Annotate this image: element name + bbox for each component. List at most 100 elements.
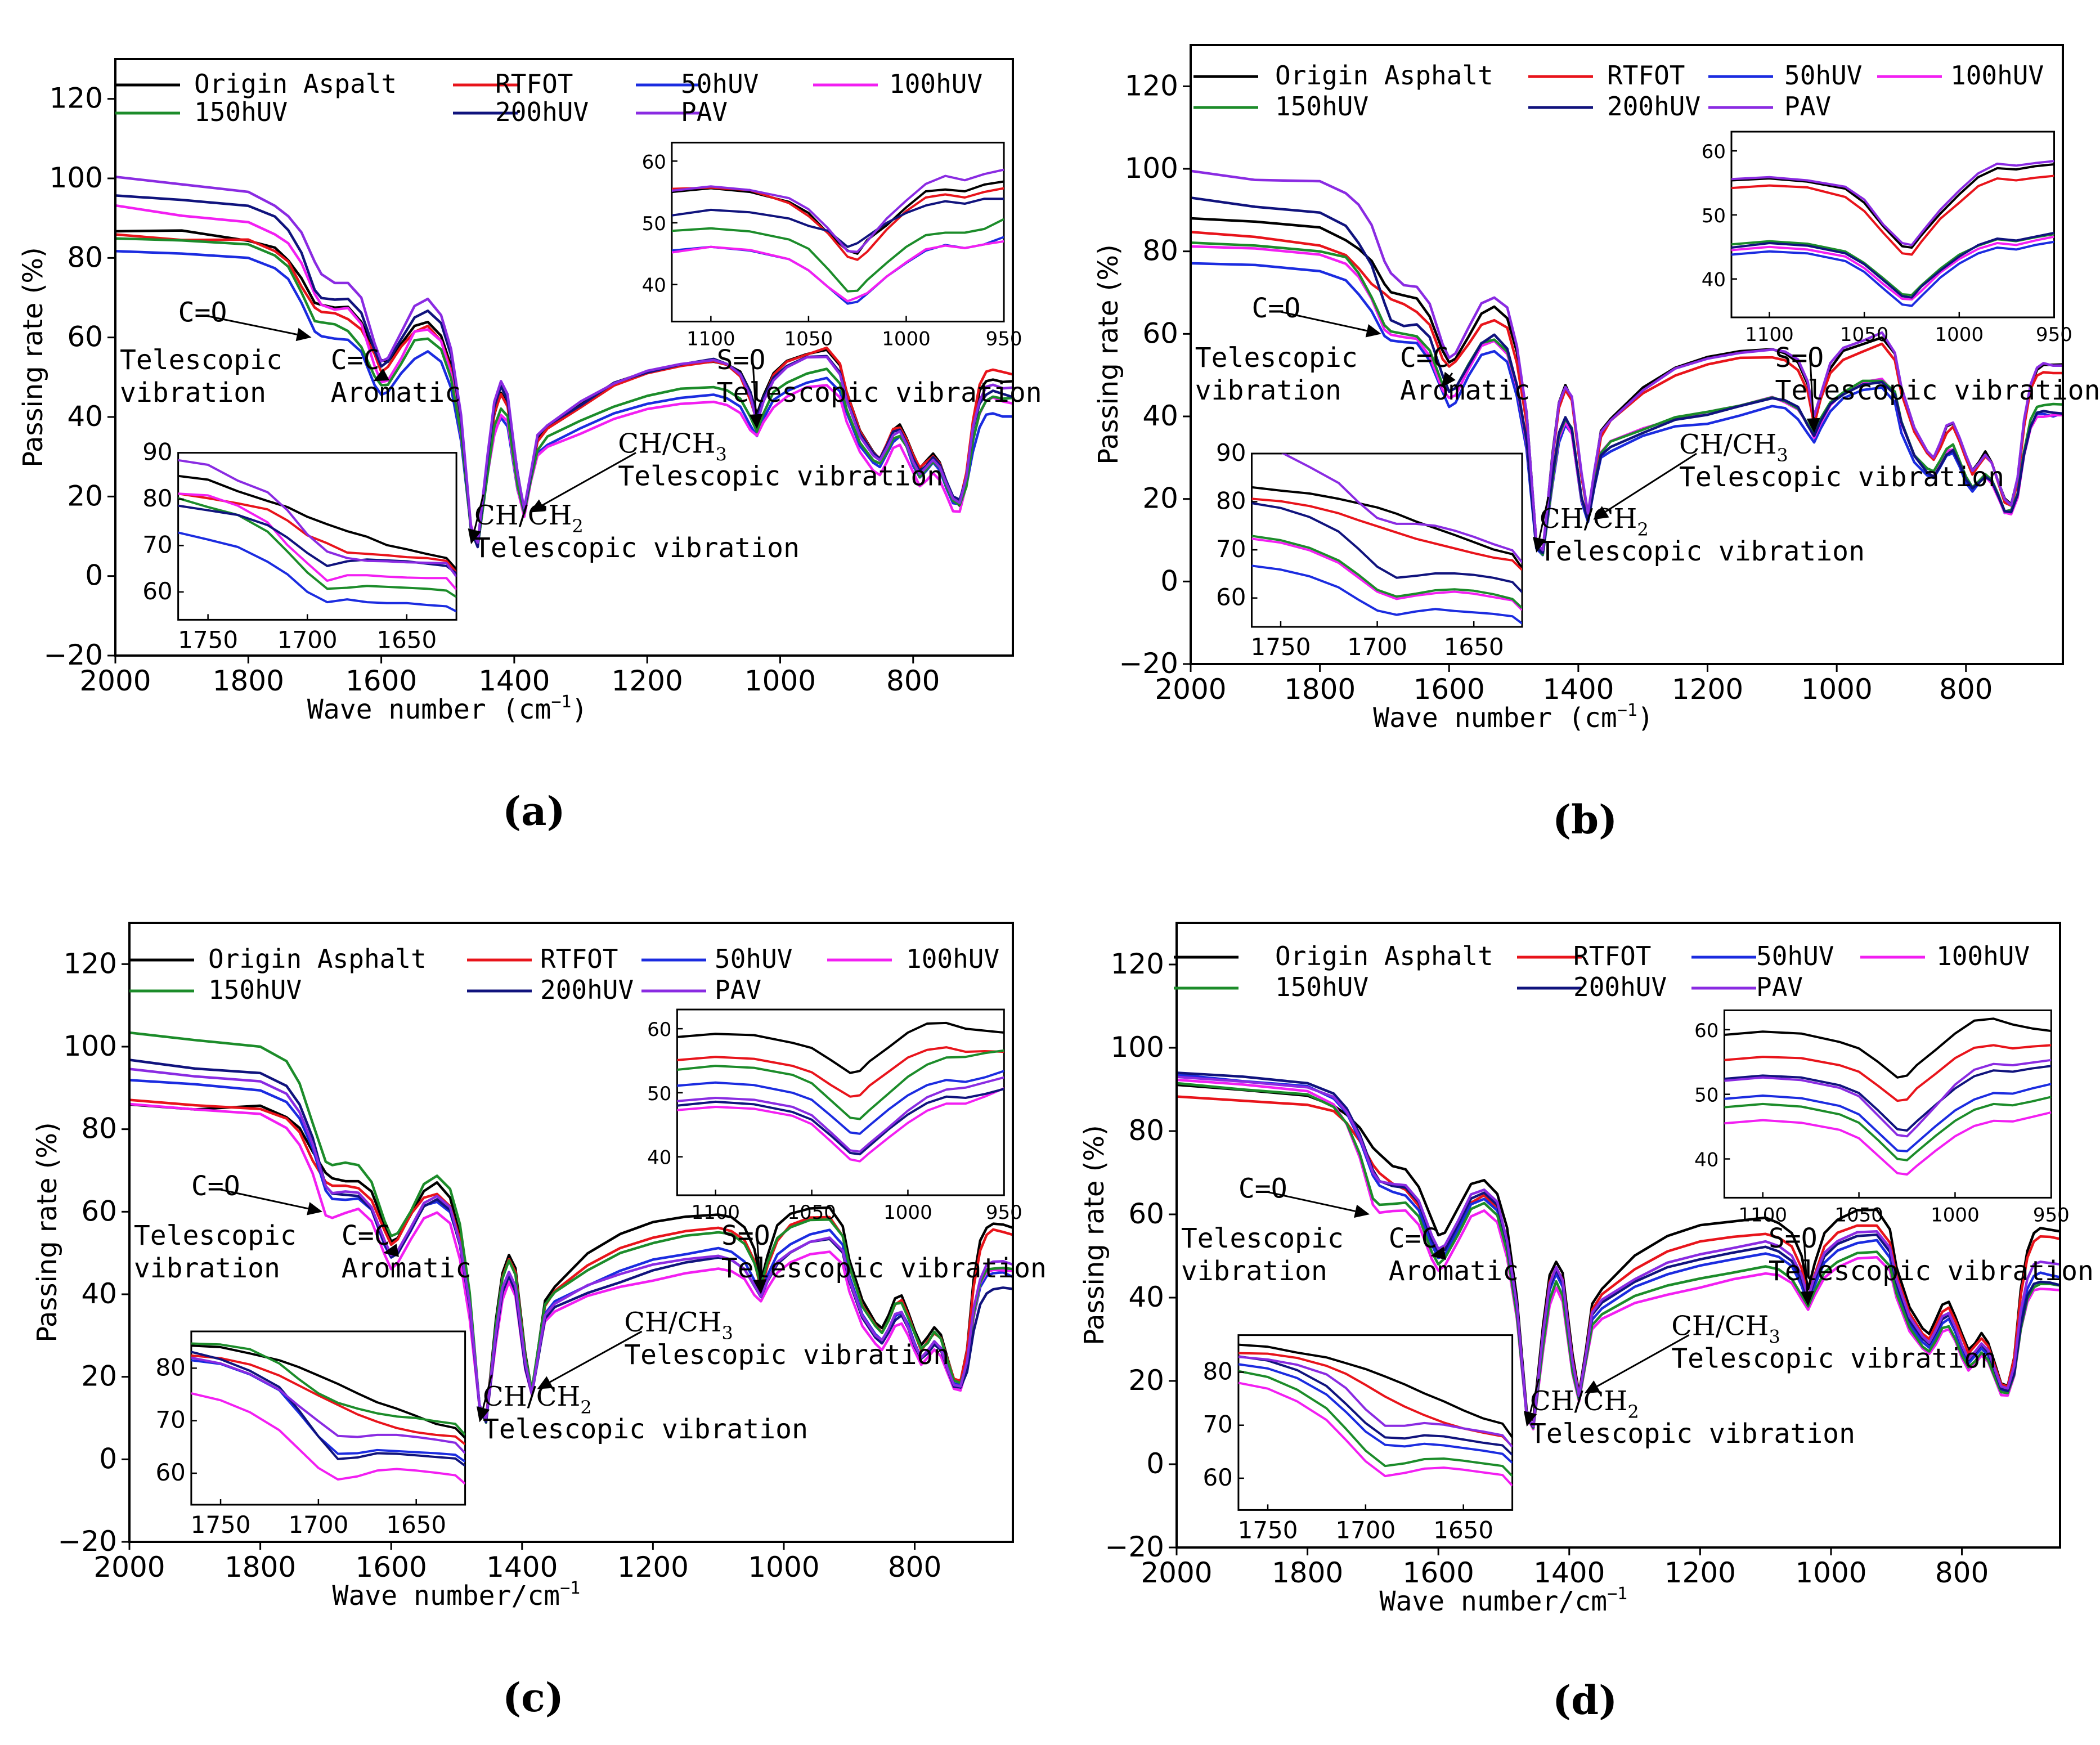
legend-entry: PAV xyxy=(715,975,761,1005)
annotation-arrowhead xyxy=(1441,371,1456,388)
x-tick-label: 1600 xyxy=(1414,673,1485,706)
annotation-text: Telescopic vibration xyxy=(483,1414,808,1445)
inset-top-line-200huv xyxy=(671,198,1004,248)
inset-bottom-line-origin-aspalt xyxy=(178,474,457,570)
inset-top-line-origin-asphalt xyxy=(1724,1017,2052,1079)
inset-bottom-line-pav xyxy=(178,459,457,577)
inset-bottom-y-tick-label: 80 xyxy=(1216,487,1246,515)
annotation-arrowhead xyxy=(1430,1246,1446,1260)
inset-top-line-50huv xyxy=(677,1070,1004,1135)
inset-top-y-tick-label: 40 xyxy=(642,275,666,297)
annotation-text: CH/CH2 xyxy=(474,500,584,537)
annotation-text: Telescopic xyxy=(134,1220,297,1251)
annotation-text: CH/CH2 xyxy=(1540,503,1649,540)
inset-bottom-frame xyxy=(177,452,457,621)
annotation-arrow xyxy=(1803,1235,1809,1291)
inset-top-series xyxy=(671,168,1004,305)
y-axis-label: Passing rate (%) xyxy=(32,1122,63,1343)
legend-entry: 100hUV xyxy=(889,69,982,99)
inset-bottom-line-rtfot xyxy=(178,492,457,573)
annotation-arrowhead xyxy=(1354,1204,1370,1218)
y-tick-label: 80 xyxy=(1142,235,1178,267)
inset-bottom-line-pav xyxy=(1281,454,1522,563)
inset-bottom-y-tick-label: 80 xyxy=(155,1353,185,1381)
legend-entry: 100hUV xyxy=(1950,60,2044,91)
y-tick-label: 40 xyxy=(1128,1281,1164,1313)
x-tick-label: 1600 xyxy=(345,665,417,697)
annotation-text: Telescopic xyxy=(1195,342,1358,374)
y-tick-label: 80 xyxy=(67,241,103,273)
inset-top-y-tick-label: 50 xyxy=(1702,205,1726,227)
annotation-text: C=C xyxy=(331,344,380,376)
legend-entry: Origin Asphalt xyxy=(1275,941,1493,971)
x-tick-label: 1400 xyxy=(478,665,550,697)
inset-top-x-tick-label: 1100 xyxy=(1738,1204,1787,1226)
legend-entry: PAV xyxy=(1756,972,1803,1002)
annotation-arrowhead xyxy=(295,328,312,342)
series-line-pav xyxy=(1177,1075,2060,1428)
legend-entry: 50hUV xyxy=(1756,941,1834,971)
y-tick-label: 60 xyxy=(1142,317,1178,349)
chart-panel-a: −20 0 20 40 60 80 100 120 2000 1800 1600 1400 1200 10… xyxy=(0,0,1050,872)
annotation-text: Telescopic vibration xyxy=(717,377,1042,409)
annotation-text: Aromatic xyxy=(1400,375,1530,406)
y-tick-label: 100 xyxy=(1111,1031,1164,1064)
inset-top-line-100huv xyxy=(1724,1111,2052,1176)
x-tick-label: 1800 xyxy=(1284,673,1356,706)
legend-entry: 150hUV xyxy=(1275,91,1368,122)
annotation-text: CH/CH3 xyxy=(618,428,727,465)
annotation-arrowhead xyxy=(1523,1411,1537,1427)
annotation-text: Telescopic vibration xyxy=(624,1339,949,1371)
inset-top-series xyxy=(677,1021,1004,1163)
x-tick-label: 800 xyxy=(886,665,940,697)
annotation-text: C=O xyxy=(1252,293,1301,324)
inset-bottom-y-tick-label: 80 xyxy=(142,485,172,512)
x-tick-label: 2000 xyxy=(79,665,151,697)
annotation-text: C=O xyxy=(1239,1173,1287,1204)
y-tick-label: 120 xyxy=(50,82,103,115)
inset-top-y-tick-label: 60 xyxy=(642,151,666,173)
inset-top-y-tick-label: 50 xyxy=(647,1083,671,1105)
inset-bottom-line-200huv xyxy=(1251,502,1522,593)
inset-top-y-tick-label: 40 xyxy=(1694,1149,1718,1172)
annotation-text: S=O xyxy=(717,344,766,376)
y-tick-label: 0 xyxy=(99,1442,117,1475)
series-line-100huv xyxy=(115,204,1013,547)
legend-entry: 200hUV xyxy=(495,97,589,127)
inset-bottom-y-tick-label: 90 xyxy=(1216,439,1246,466)
series-line-pav xyxy=(115,175,1013,544)
x-tick-label: 2000 xyxy=(1141,1556,1212,1589)
annotation-arrowhead xyxy=(468,528,481,545)
inset-bottom-y-tick-label: 70 xyxy=(1202,1411,1232,1438)
annotation-arrowhead xyxy=(537,1376,554,1389)
inset-bottom-line-100huv xyxy=(178,492,457,591)
annotation-text: Aromatic xyxy=(1389,1255,1519,1287)
x-tick-label: 1400 xyxy=(486,1551,558,1583)
plot-frame xyxy=(128,922,1014,1543)
annotation-text: S=O xyxy=(721,1220,770,1251)
annotation-arrowhead xyxy=(1806,418,1820,433)
inset-bottom-line-rtfot xyxy=(1251,497,1522,571)
inset-top-x-tick-label: 1050 xyxy=(787,1201,836,1224)
inset-top-x-tick-label: 1000 xyxy=(883,1201,932,1224)
panel-caption: (c) xyxy=(502,1674,564,1721)
inset-top-y-tick-label: 60 xyxy=(1694,1020,1718,1042)
inset-bottom-x-tick-label: 1700 xyxy=(277,626,338,653)
x-axis-label: Wave number/cm−1 xyxy=(333,1578,581,1612)
annotation-text: CH/CH2 xyxy=(1530,1385,1639,1423)
inset-bottom-line-200huv xyxy=(1238,1355,1513,1456)
inset-top-line-pav xyxy=(1731,160,2054,246)
x-tick-label: 1800 xyxy=(213,665,284,697)
x-tick-label: 800 xyxy=(1939,673,1993,706)
inset-bottom-y-tick-label: 80 xyxy=(1202,1358,1232,1385)
inset-bottom-line-100huv xyxy=(1251,537,1522,611)
inset-top-x-tick-label: 1000 xyxy=(1935,324,1984,346)
series-line-origin-asphalt xyxy=(129,1103,1013,1421)
inset-bottom-line-100huv xyxy=(191,1392,465,1485)
y-tick-label: −20 xyxy=(57,1525,117,1558)
inset-bottom-line-50huv xyxy=(178,531,457,613)
annotation-arrowhead xyxy=(753,1279,767,1294)
plot-frame xyxy=(1190,44,2064,665)
inset-bottom-y-tick-label: 70 xyxy=(1216,535,1246,563)
inset-bottom-line-150huv xyxy=(1238,1370,1513,1477)
